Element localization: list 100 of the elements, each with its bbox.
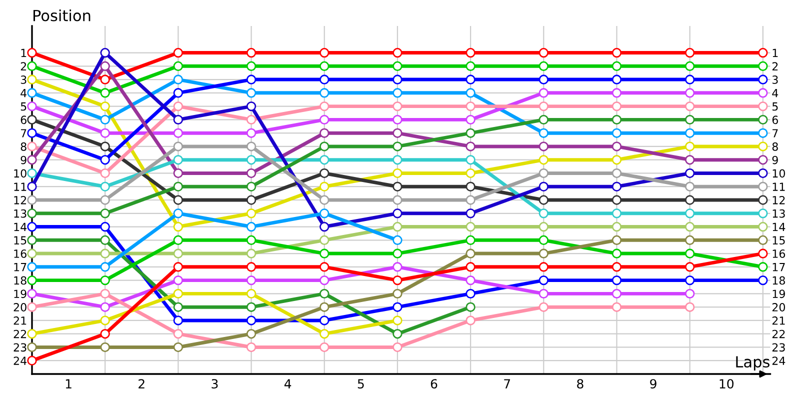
point xyxy=(758,101,768,112)
y-axis-title: Position xyxy=(34,9,90,22)
point xyxy=(100,182,110,192)
point xyxy=(320,61,330,72)
y-tick-label: 1 xyxy=(21,48,26,57)
point xyxy=(466,182,476,192)
point xyxy=(538,154,549,165)
point xyxy=(173,222,184,232)
point xyxy=(612,208,622,218)
point xyxy=(684,48,695,58)
x-tick-label: 9 xyxy=(650,379,656,389)
point xyxy=(320,302,330,312)
point xyxy=(392,48,402,58)
point xyxy=(466,74,476,84)
y-tick-label: 7 xyxy=(20,129,26,138)
point xyxy=(466,128,476,138)
point xyxy=(684,142,695,152)
y2-tick-label: 5 xyxy=(772,102,778,111)
point xyxy=(100,74,110,84)
point xyxy=(466,248,476,258)
point xyxy=(173,235,184,246)
point xyxy=(246,262,256,272)
point xyxy=(466,288,476,299)
y2-tick-label: 10 xyxy=(772,169,786,178)
point xyxy=(320,262,330,272)
y-tick-label: 24 xyxy=(14,356,27,365)
point xyxy=(466,114,476,125)
point xyxy=(27,88,37,98)
point xyxy=(538,74,549,84)
point xyxy=(612,114,622,125)
x-tick-label: 5 xyxy=(358,379,364,389)
point xyxy=(246,182,256,192)
point xyxy=(27,128,37,138)
point xyxy=(758,154,768,165)
point xyxy=(27,262,37,272)
point xyxy=(466,101,476,112)
point xyxy=(684,275,695,286)
y2-tick-label: 8 xyxy=(772,142,778,151)
point xyxy=(173,168,184,178)
point xyxy=(612,222,622,232)
point xyxy=(684,128,695,138)
point xyxy=(246,328,256,339)
point xyxy=(27,275,37,286)
point xyxy=(173,182,184,192)
y-tick-label: 13 xyxy=(14,209,26,218)
point xyxy=(538,195,549,205)
point xyxy=(173,208,184,218)
y-tick-label: 11 xyxy=(14,182,26,191)
y-tick-label: 10 xyxy=(14,169,26,178)
point xyxy=(320,142,330,152)
point xyxy=(27,235,37,246)
point xyxy=(173,288,184,299)
point xyxy=(612,288,622,299)
point xyxy=(100,88,110,98)
point xyxy=(173,275,184,286)
y2-tick-label: 17 xyxy=(772,263,785,272)
point xyxy=(612,302,622,312)
y2-tick-label: 4 xyxy=(772,89,778,98)
point xyxy=(538,275,549,286)
point xyxy=(538,61,549,72)
point xyxy=(173,154,184,165)
point xyxy=(392,114,402,125)
point xyxy=(392,208,402,218)
point xyxy=(758,275,768,286)
point xyxy=(100,168,110,178)
point xyxy=(466,61,476,72)
point xyxy=(320,114,330,125)
point xyxy=(758,128,768,138)
point xyxy=(320,342,330,352)
point xyxy=(100,101,110,112)
point xyxy=(246,61,256,72)
point xyxy=(320,128,330,138)
x-tick-label: 10 xyxy=(720,379,734,389)
point xyxy=(100,288,110,299)
point xyxy=(246,222,256,232)
point xyxy=(246,235,256,246)
point xyxy=(27,328,37,339)
point xyxy=(466,302,476,312)
point xyxy=(538,288,549,299)
point xyxy=(538,248,549,258)
point xyxy=(392,168,402,178)
y-tick-label: 17 xyxy=(14,263,26,272)
point xyxy=(466,142,476,152)
point xyxy=(392,262,402,272)
point xyxy=(758,142,768,152)
y2-tick-label: 21 xyxy=(772,316,785,325)
point xyxy=(392,342,402,352)
point xyxy=(758,88,768,98)
point xyxy=(100,142,110,152)
point xyxy=(392,61,402,72)
point xyxy=(320,168,330,178)
x-tick-label: 6 xyxy=(430,379,438,389)
point xyxy=(538,235,549,246)
point xyxy=(612,128,622,138)
point xyxy=(758,248,768,258)
x-tick-label: 2 xyxy=(138,379,144,388)
point xyxy=(392,288,402,299)
y2-tick-label: 2 xyxy=(772,62,778,70)
point xyxy=(392,154,402,165)
y2-tick-label: 18 xyxy=(772,276,785,285)
